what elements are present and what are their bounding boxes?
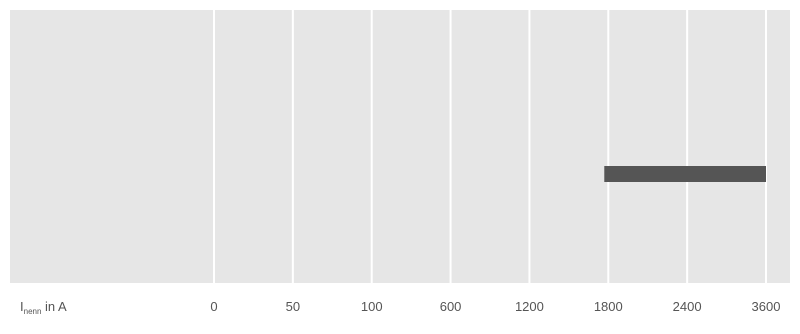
x-tick-label-2400: 2400 [673,299,702,314]
x-tick-label-600: 600 [440,299,462,314]
x-tick-label-100: 100 [361,299,383,314]
bars [604,166,766,182]
x-tick-label-1800: 1800 [594,299,623,314]
x-axis-label: Inenn in A [20,299,67,316]
gridlines [213,10,767,283]
x-tick-label-3600: 3600 [752,299,781,314]
x-axis-label-unit: in A [41,299,67,314]
plot-background [10,10,790,283]
x-tick-labels: 0 50 100 600 1200 1800 2400 3600 [210,299,780,314]
x-axis-label-symbol: I [20,299,24,314]
x-tick-label-50: 50 [286,299,300,314]
range-bar-0 [604,166,766,182]
x-tick-label-0: 0 [210,299,217,314]
x-axis-label-subscript: nenn [24,307,42,316]
x-tick-label-1200: 1200 [515,299,544,314]
